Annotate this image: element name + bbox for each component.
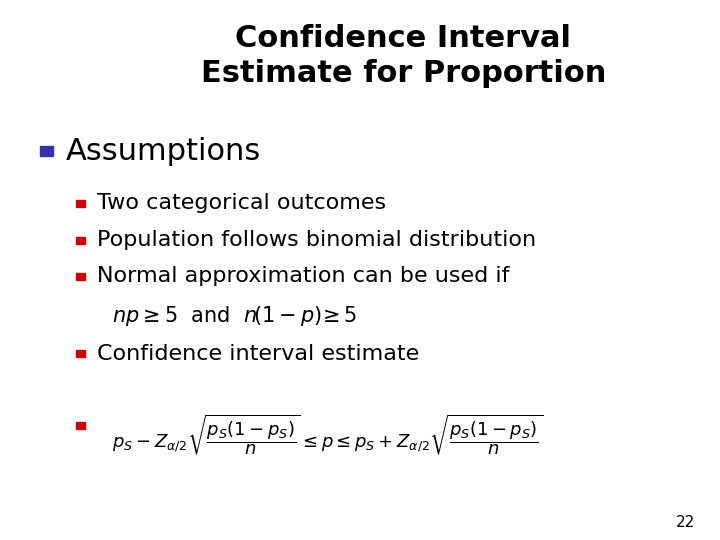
Text: Confidence Interval
Estimate for Proportion: Confidence Interval Estimate for Proport… bbox=[200, 24, 606, 88]
Text: Two categorical outcomes: Two categorical outcomes bbox=[97, 193, 387, 213]
Bar bbox=[40, 146, 53, 156]
Bar bbox=[76, 200, 85, 207]
Bar bbox=[76, 422, 85, 429]
Text: 22: 22 bbox=[675, 515, 695, 530]
Text: Population follows binomial distribution: Population follows binomial distribution bbox=[97, 230, 536, 250]
Text: Normal approximation can be used if: Normal approximation can be used if bbox=[97, 266, 510, 287]
Text: $np \geq 5$  and  $n\!\left(1-p\right)\!\geq 5$: $np \geq 5$ and $n\!\left(1-p\right)\!\g… bbox=[112, 304, 356, 328]
Bar bbox=[76, 237, 85, 244]
Text: $p_S - Z_{\alpha/2}\sqrt{\dfrac{p_S\left(1-p_S\right)}{n}}\leq p \leq p_S + Z_{\: $p_S - Z_{\alpha/2}\sqrt{\dfrac{p_S\left… bbox=[112, 413, 543, 457]
Bar bbox=[76, 273, 85, 280]
Text: Assumptions: Assumptions bbox=[66, 137, 261, 166]
Bar bbox=[76, 350, 85, 357]
Text: Confidence interval estimate: Confidence interval estimate bbox=[97, 343, 420, 364]
